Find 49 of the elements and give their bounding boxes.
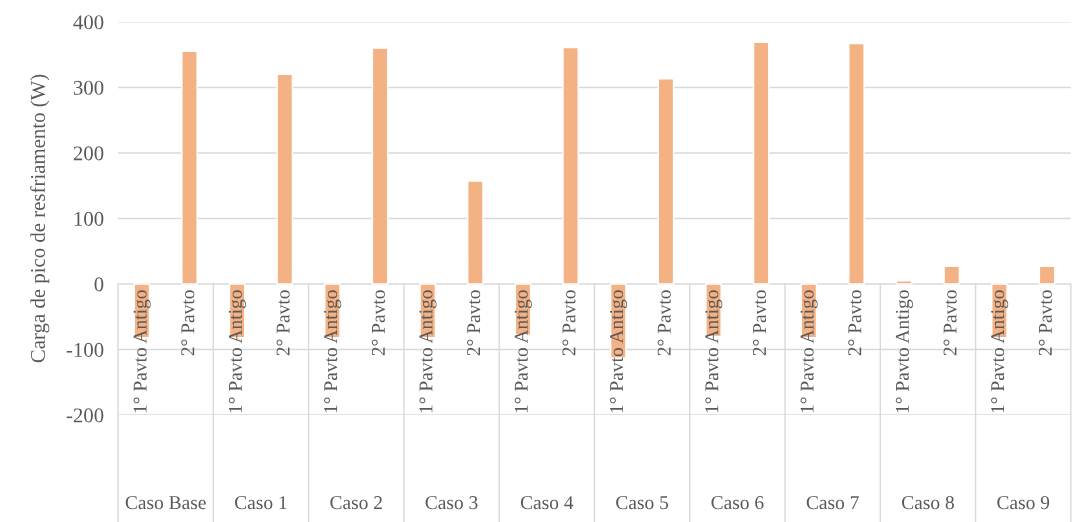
- y-tick-label: 100: [74, 211, 104, 226]
- bar: [371, 47, 389, 285]
- text: Caso 4: [520, 496, 574, 510]
- x-tick-label: 2° Pavto: [657, 290, 671, 356]
- x-tick-label: 1° Pavto Antigo: [991, 290, 1009, 413]
- text: Caso 3: [425, 496, 478, 510]
- y-tick-label: 400: [73, 15, 104, 30]
- y-tick-label: 300: [73, 80, 104, 95]
- x-tick-label: 2° Pavto: [181, 290, 195, 356]
- y-axis-title: Carga de pico de resfriamento (W): [30, 74, 50, 363]
- x-tick-label: 1° Pavto Antigo: [895, 290, 913, 413]
- x-tick-label: 1° Pavto Antigo: [324, 290, 342, 413]
- x-tick-label: 2° Pavto: [752, 290, 767, 356]
- x-tick-label: 2° Pavto: [371, 290, 385, 356]
- bar: [562, 46, 579, 285]
- y-tick-label: -100: [66, 342, 104, 357]
- text: Caso 6: [711, 496, 764, 510]
- x-tick-label: 1° Pavto Antigo: [800, 290, 818, 413]
- text: Caso 9: [997, 496, 1050, 510]
- bar: [276, 73, 294, 285]
- text: Caso 2: [330, 496, 382, 510]
- x-tick-label: 2° Pavto: [562, 290, 576, 356]
- x-tick-label: 1° Pavto Antigo: [514, 290, 532, 413]
- x-tick-label: 1° Pavto Antigo: [705, 290, 723, 413]
- bar: [752, 41, 770, 285]
- bar: [943, 265, 961, 285]
- text: Caso 1: [235, 496, 287, 510]
- x-tick-label: 2° Pavto: [276, 290, 290, 356]
- x-tick-label: 2° Pavto: [467, 290, 481, 356]
- bar: [848, 42, 865, 285]
- x-tick-label: 1° Pavto Antigo: [228, 290, 246, 413]
- y-tick-label: 0: [94, 277, 104, 292]
- x-tick-label: 1° Pavto Antigo: [419, 290, 437, 413]
- bar: [895, 279, 913, 285]
- bar: [181, 50, 198, 285]
- x-tick-label: 2° Pavto: [848, 290, 862, 356]
- text: Caso 7: [806, 496, 859, 510]
- text: Caso 8: [901, 496, 954, 510]
- text: Caso 5: [616, 496, 669, 510]
- bar: [467, 180, 484, 285]
- y-tick-label: -200: [66, 408, 104, 423]
- bar: [1038, 265, 1056, 285]
- x-tick-label: 2° Pavto: [1038, 290, 1052, 356]
- x-tick-label: 2° Pavto: [943, 290, 957, 356]
- x-tick-label: 1° Pavto Antigo: [133, 290, 151, 413]
- x-tick-label: 1° Pavto Antigo: [609, 290, 628, 413]
- y-tick-label: 200: [73, 146, 104, 161]
- text: Caso Base: [125, 496, 206, 510]
- bar: [657, 78, 675, 285]
